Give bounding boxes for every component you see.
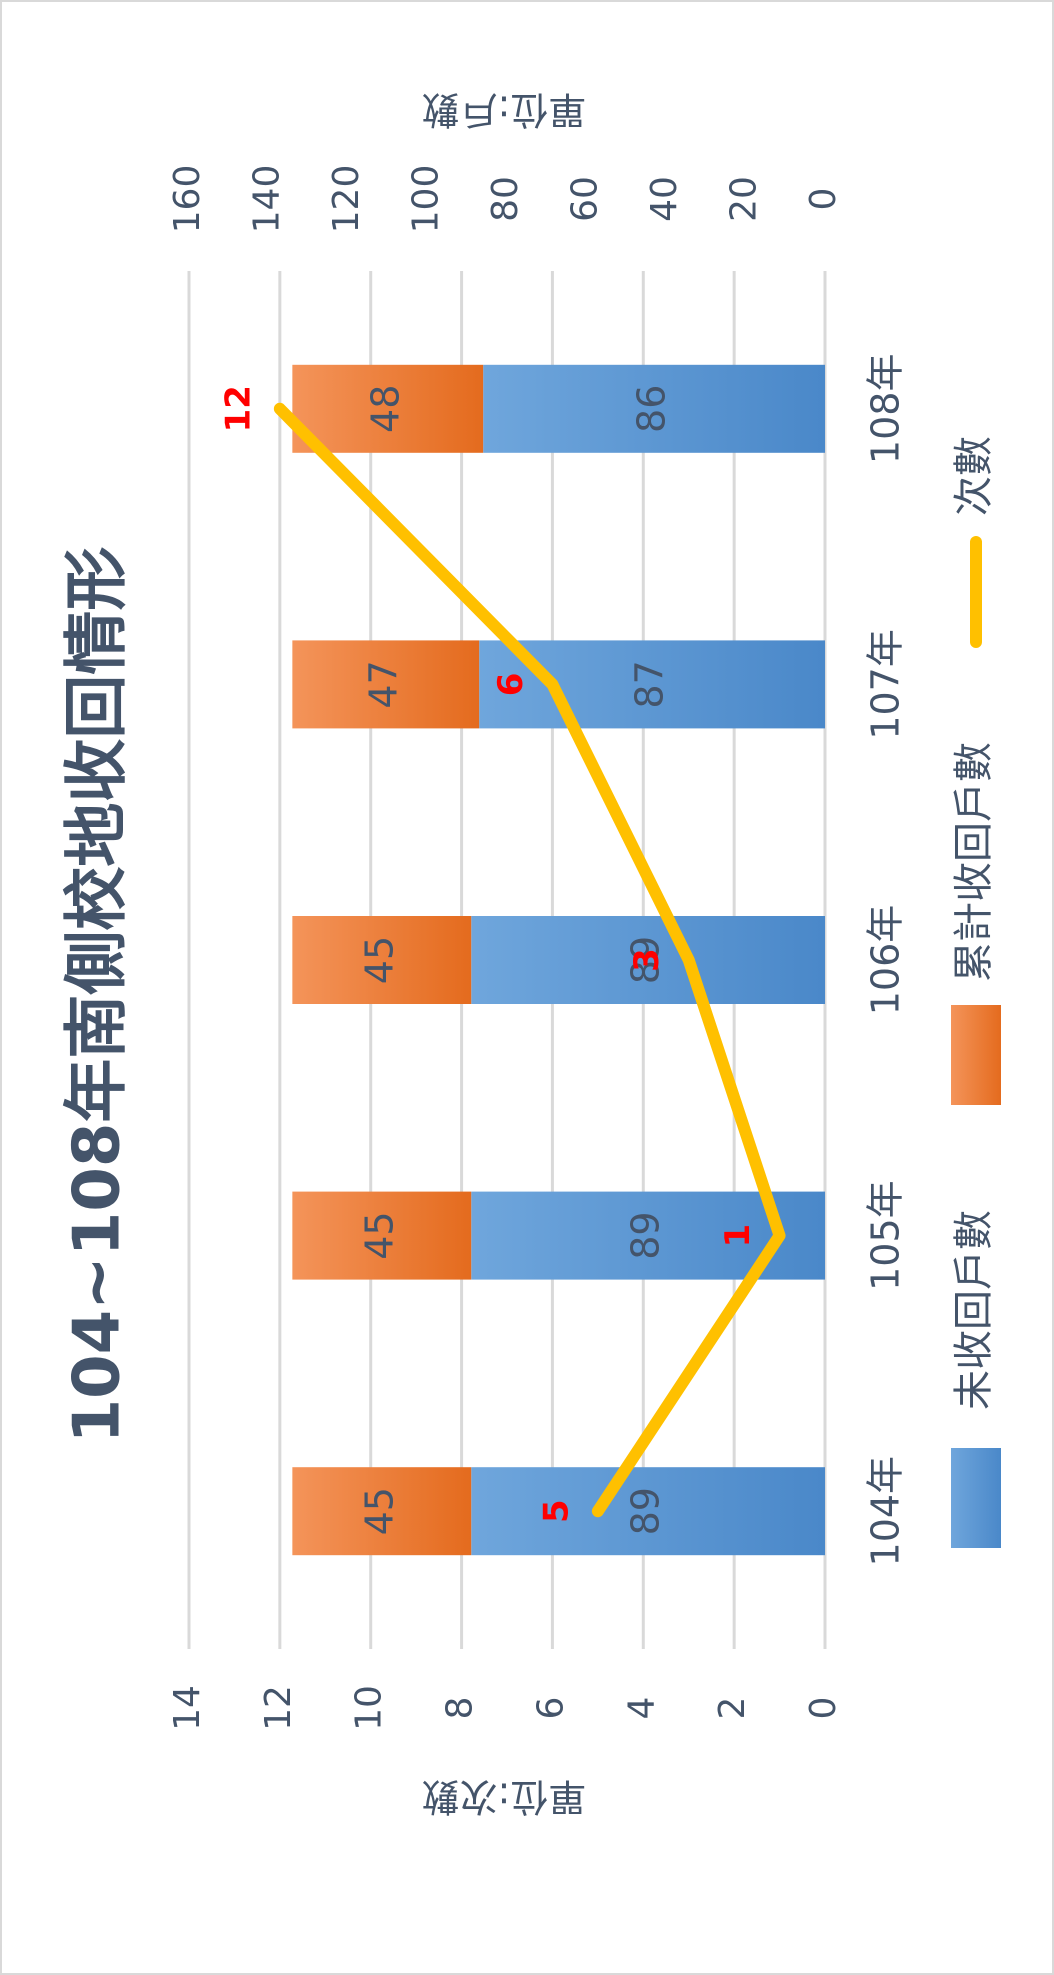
bar-value-label: 45 [357,1211,401,1259]
bar-value-label: 45 [357,936,401,984]
y2-tick-label: 140 [247,165,288,234]
legend-label: 次數 [951,436,997,516]
bar-segment [292,1467,472,1556]
y2-tick-label: 20 [724,176,765,222]
rotated-plot: 104~108年南側校地收回情形 單位:次數 單位:戶數 02468101214… [61,88,1001,1819]
y2-axis-title: 單位:戶數 [422,88,587,132]
bar-segment [483,364,825,453]
y2-tick-label: 160 [167,165,208,234]
y-tick-label: 10 [349,1685,390,1731]
bar-segment [471,1191,825,1280]
y2-tick-label: 120 [326,165,367,234]
x-tick-label: 106年 [864,905,908,1016]
line-value-label: 6 [491,673,531,697]
line-value-label: 1 [718,1224,758,1248]
line-value-label: 3 [627,948,667,972]
x-tick-label: 105年 [864,1180,908,1291]
line-value-label: 5 [536,1499,576,1523]
y2-tick-label: 80 [485,176,526,222]
x-tick-label: 107年 [864,629,908,740]
bar-segment [471,916,825,1004]
y-axis-title: 單位:次數 [422,1775,587,1819]
y-tick-label: 4 [621,1697,662,1720]
chart-title: 104~108年南側校地收回情形 [61,547,135,1444]
bar-value-label: 48 [363,385,407,433]
y-tick-label: 0 [803,1697,844,1720]
x-tick-label: 108年 [864,354,908,465]
y-tick-label: 14 [167,1685,208,1731]
line-value-label: 12 [218,385,258,432]
bar-segment [292,640,480,729]
legend-swatch [951,1448,1001,1548]
bar-value-label: 89 [624,1487,668,1535]
bar-value-label: 89 [624,936,668,984]
bar-value-label: 86 [630,385,674,433]
x-tick-label: 104年 [864,1456,908,1567]
legend-label: 累計收回戶數 [951,742,997,982]
bar-segment [292,364,484,453]
y-tick-label: 2 [712,1697,753,1720]
y2-tick-label: 40 [644,176,685,222]
legend-label: 未收回戶數 [951,1210,997,1410]
y-tick-label: 6 [530,1697,571,1720]
bar-segment [292,1191,472,1280]
bar-segment [471,1467,825,1556]
y2-tick-label: 100 [406,165,447,234]
line [273,402,786,1518]
bar-value-label: 89 [624,1211,668,1259]
y2-tick-label: 0 [803,188,844,211]
y-tick-label: 12 [258,1685,299,1731]
bar-value-label: 45 [357,1487,401,1535]
y2-tick-label: 60 [565,176,606,222]
bar-value-label: 87 [628,660,672,708]
bar-value-label: 47 [361,660,405,708]
y-tick-label: 8 [440,1697,481,1720]
legend-swatch [951,1005,1001,1105]
bar-segment [292,916,472,1004]
